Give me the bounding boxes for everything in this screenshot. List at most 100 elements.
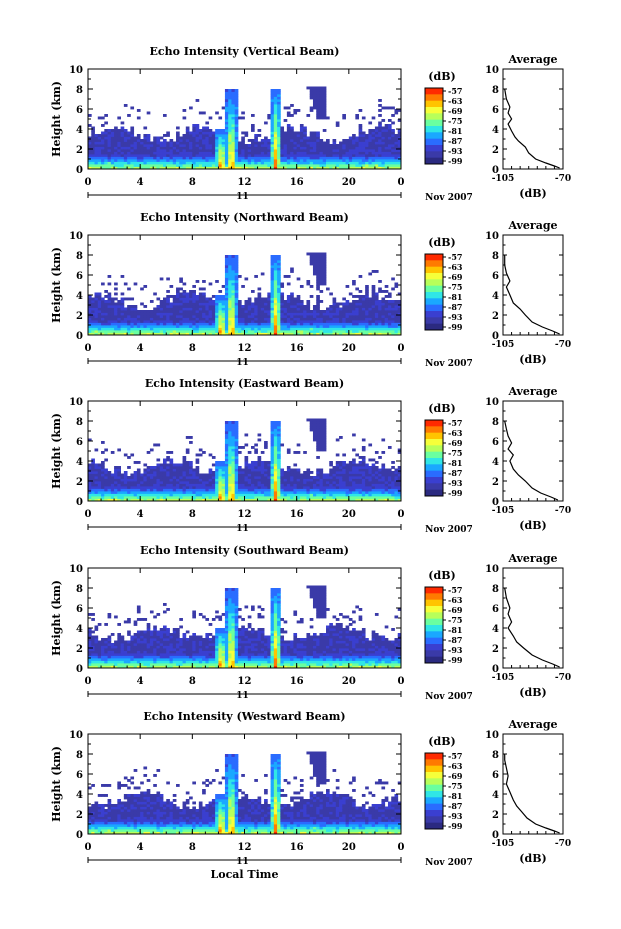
- heatmap-cell: [94, 491, 99, 494]
- average-y-tick-label: 4: [492, 291, 499, 302]
- average-y-tick-label: 4: [492, 125, 499, 136]
- heatmap-cell: [309, 166, 314, 170]
- heatmap-cell: [234, 124, 239, 127]
- heatmap-cell: [342, 491, 346, 494]
- heatmap-cell: [88, 471, 92, 474]
- heatmap-cell: [218, 476, 223, 479]
- heatmap-cell: [345, 139, 350, 142]
- heatmap-cell: [241, 488, 245, 492]
- heatmap-cell: [387, 325, 392, 328]
- heatmap-cell: [273, 322, 278, 326]
- heatmap-cell: [352, 498, 356, 502]
- heatmap-cell: [264, 476, 268, 479]
- heatmap-cell: [339, 151, 343, 155]
- heatmap-cell: [97, 134, 102, 137]
- heatmap-cell: [247, 483, 252, 487]
- heatmap-cell: [296, 327, 301, 331]
- x-tick-label: 0: [398, 177, 405, 188]
- heatmap-cell: [322, 443, 327, 447]
- heatmap-cell: [202, 302, 206, 306]
- heatmap-cell: [241, 111, 245, 115]
- heatmap-cell: [241, 141, 245, 145]
- heatmap-cell: [283, 156, 288, 160]
- heatmap-cell: [234, 156, 239, 160]
- heatmap-cell: [156, 312, 161, 316]
- heatmap-cell: [224, 267, 229, 271]
- heatmap-cell: [224, 325, 229, 328]
- heatmap-cell: [283, 332, 288, 336]
- heatmap-cell: [237, 466, 242, 469]
- heatmap-cell: [293, 146, 298, 150]
- heatmap-cell: [237, 305, 242, 308]
- heatmap-cell: [306, 154, 311, 157]
- heatmap-cell: [312, 421, 317, 424]
- heatmap-cell: [224, 488, 229, 492]
- heatmap-cell: [384, 124, 389, 127]
- heatmap-cell: [296, 146, 301, 150]
- heatmap-cell: [391, 287, 395, 291]
- heatmap-cell: [391, 131, 395, 135]
- heatmap-cell: [368, 315, 373, 318]
- heatmap-cell: [162, 144, 167, 147]
- heatmap-cell: [143, 471, 148, 474]
- heatmap-cell: [303, 488, 307, 492]
- heatmap-cell: [192, 320, 196, 323]
- heatmap-cell: [97, 307, 102, 311]
- heatmap-cell: [355, 151, 360, 155]
- heatmap-cell: [231, 275, 236, 278]
- heatmap-cell: [127, 478, 131, 482]
- heatmap-cell: [257, 149, 262, 152]
- heatmap-cell: [384, 161, 389, 165]
- heatmap-cell: [162, 146, 167, 150]
- heatmap-cell: [205, 149, 210, 152]
- heatmap-cell: [169, 166, 174, 170]
- heatmap-cell: [123, 322, 128, 326]
- heatmap-cell: [117, 468, 121, 472]
- heatmap-cell: [169, 461, 174, 464]
- heatmap-cell: [237, 322, 242, 326]
- heatmap-cell: [322, 312, 327, 316]
- heatmap-cell: [358, 134, 363, 137]
- heatmap-cell: [273, 144, 278, 147]
- heatmap-cell: [371, 312, 376, 316]
- heatmap-cell: [283, 325, 288, 328]
- heatmap-cell: [345, 463, 350, 467]
- heatmap-cell: [283, 317, 288, 321]
- heatmap-cell: [322, 446, 327, 449]
- heatmap-cell: [179, 481, 183, 484]
- heatmap-cell: [120, 156, 125, 160]
- heatmap-cell: [104, 327, 108, 331]
- heatmap-cell: [156, 486, 161, 489]
- heatmap-cell: [394, 317, 399, 321]
- heatmap-cell: [156, 463, 161, 467]
- heatmap-cell: [345, 154, 350, 157]
- heatmap-cell: [127, 491, 131, 494]
- heatmap-cell: [97, 491, 102, 494]
- heatmap-cell: [221, 285, 226, 288]
- heatmap-cell: [192, 305, 196, 308]
- heatmap-cell: [169, 478, 174, 482]
- heatmap-cell: [149, 320, 154, 323]
- heatmap-cell: [309, 89, 314, 92]
- heatmap-cell: [280, 151, 285, 155]
- heatmap-cell: [224, 126, 229, 130]
- heatmap-cell: [257, 144, 262, 147]
- heatmap-cell: [306, 330, 311, 333]
- heatmap-cell: [215, 166, 219, 170]
- heatmap-cell: [136, 154, 141, 157]
- heatmap-cell: [316, 149, 320, 152]
- heatmap-cell: [260, 325, 265, 328]
- heatmap-cell: [166, 496, 170, 499]
- y-tick-label: 0: [76, 331, 83, 342]
- heatmap-cell: [205, 486, 210, 489]
- heatmap-cell: [130, 166, 135, 170]
- heatmap-cell: [296, 322, 301, 326]
- heatmap-cell: [394, 305, 399, 308]
- heatmap-cell: [254, 468, 258, 472]
- heatmap-cell: [176, 154, 180, 157]
- heatmap-cell: [387, 141, 392, 145]
- heatmap-cell: [273, 491, 278, 494]
- heatmap-cell: [215, 280, 219, 283]
- heatmap-cell: [352, 159, 356, 162]
- heatmap-cell: [172, 297, 177, 301]
